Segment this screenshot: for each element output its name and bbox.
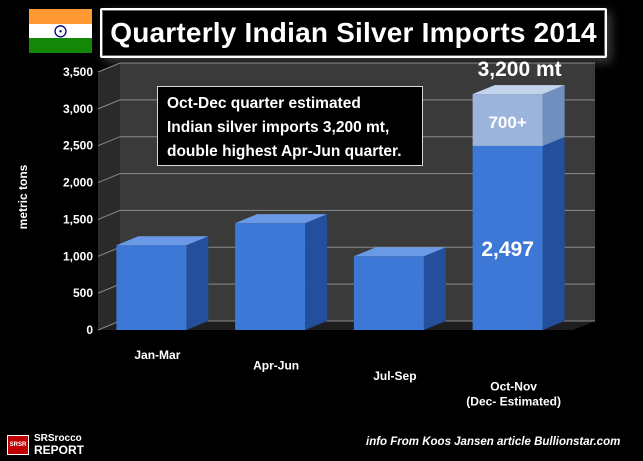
bar-side bbox=[186, 236, 209, 330]
y-tick-label: 1,000 bbox=[63, 249, 93, 263]
y-tick-label: 1,500 bbox=[63, 212, 93, 226]
gridline bbox=[97, 209, 595, 220]
india-flag-icon bbox=[29, 9, 92, 53]
y-tick-label: 0 bbox=[86, 323, 93, 337]
bar bbox=[353, 256, 424, 330]
annotation-line-1: Oct-Dec quarter estimated bbox=[167, 95, 361, 112]
y-tick-label: 2,500 bbox=[63, 139, 93, 153]
bar bbox=[235, 223, 306, 330]
srsrocco-logo: SRSR SRSrocco REPORT bbox=[7, 433, 100, 457]
logo-line-2: REPORT bbox=[34, 443, 85, 457]
x-tick-label: Jul-Sep bbox=[373, 369, 416, 383]
bar-side bbox=[305, 214, 328, 330]
y-tick-label: 3,500 bbox=[63, 65, 93, 79]
x-tick-label: Jan-Mar bbox=[134, 348, 180, 362]
y-tick-label: 2,000 bbox=[63, 176, 93, 190]
logo-mark: SRSR bbox=[7, 435, 29, 455]
gridline bbox=[97, 173, 595, 184]
x-tick-label: Oct-Nov bbox=[490, 380, 537, 394]
source-credit: info From Koos Jansen article Bullionsta… bbox=[366, 436, 621, 448]
plot-floor bbox=[98, 321, 595, 330]
data-label-base: 2,497 bbox=[481, 238, 534, 261]
bar-top bbox=[235, 214, 328, 224]
data-label-estimate: 700+ bbox=[488, 113, 526, 132]
total-label: 3,200 mt bbox=[478, 58, 562, 81]
x-tick-label: (Dec- Estimated) bbox=[466, 395, 561, 409]
y-tick-label: 500 bbox=[73, 286, 93, 300]
bar-base-side bbox=[542, 136, 565, 330]
bar-side bbox=[423, 247, 446, 330]
bar-base bbox=[472, 145, 543, 330]
flag-saffron-band bbox=[29, 9, 92, 24]
bar-estimate-top bbox=[472, 85, 565, 95]
flag-white-band bbox=[29, 23, 92, 39]
gridline bbox=[97, 99, 595, 110]
chart-title: Quarterly Indian Silver Imports 2014 bbox=[100, 8, 607, 58]
gridline bbox=[97, 136, 595, 147]
y-tick-label: 3,000 bbox=[63, 102, 93, 116]
x-tick-label: Apr-Jun bbox=[253, 359, 299, 373]
annotation-line-3: double highest Apr-Jun quarter. bbox=[167, 143, 402, 160]
annotation-box: Oct-Dec quarter estimated Indian silver … bbox=[157, 86, 423, 166]
bar-top bbox=[353, 247, 446, 257]
y-axis-label: metric tons bbox=[16, 164, 30, 230]
bar-estimate bbox=[472, 94, 543, 146]
bar-top bbox=[116, 236, 209, 246]
flag-green-band bbox=[29, 38, 92, 53]
logo-line-1: SRSrocco bbox=[34, 433, 82, 444]
ashoka-chakra-icon bbox=[54, 24, 67, 38]
bar bbox=[116, 245, 187, 330]
annotation-line-2: Indian silver imports 3,200 mt, bbox=[167, 119, 390, 136]
gridline bbox=[97, 62, 595, 73]
plot-side-wall bbox=[98, 63, 120, 330]
bar-estimate-side bbox=[542, 85, 565, 146]
